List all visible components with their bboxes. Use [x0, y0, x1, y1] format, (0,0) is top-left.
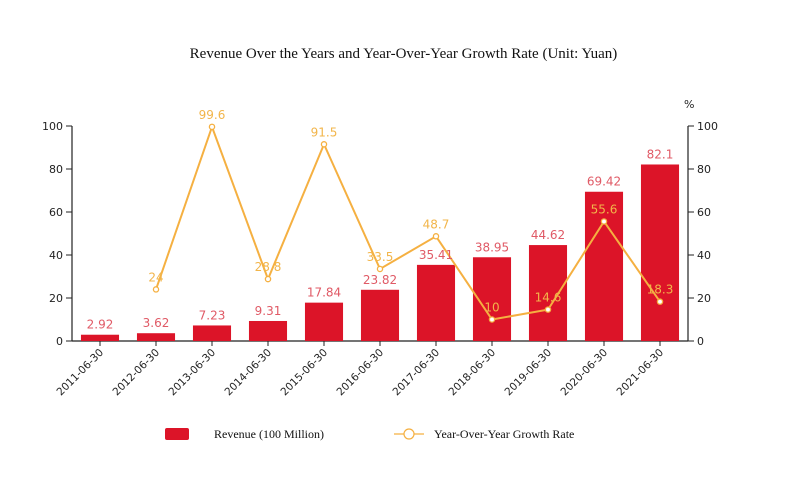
growth-rate-label: 14.6 [535, 291, 562, 305]
revenue-bar-label: 69.42 [587, 175, 621, 189]
data-labels: 2.92 3.62 7.23 9.31 17.84 23.82 35.41 38.95 44.6… [87, 108, 674, 332]
y-left-tick-label: 0 [56, 335, 63, 348]
x-tick-label: 2016-06-30 [334, 347, 386, 399]
x-tick-label: 2017-06-30 [390, 347, 442, 399]
y-right-tick-label: 60 [697, 206, 711, 219]
y-right-tick-label: 80 [697, 163, 711, 176]
legend-revenue-swatch [165, 428, 189, 440]
y-right-tick-label: 20 [697, 292, 711, 305]
revenue-bar-label: 82.1 [647, 147, 674, 161]
legend: Revenue (100 Million) Year-Over-Year Grow… [165, 427, 574, 441]
revenue-bar-label: 2.92 [87, 318, 114, 332]
revenue-bar-label: 38.95 [475, 240, 509, 254]
y-left-tick-label: 80 [49, 163, 63, 176]
growth-rate-label: 55.6 [591, 202, 618, 216]
revenue-bar [584, 191, 624, 341]
x-tick-label: 2019-06-30 [502, 347, 554, 399]
legend-growth-marker [403, 428, 415, 440]
x-tick-label: 2014-06-30 [222, 347, 274, 399]
growth-rate-point [152, 286, 160, 293]
growth-rate-point [264, 275, 272, 283]
legend-revenue-label: Revenue (100 Million) [214, 427, 324, 441]
y-right-tick-label: 40 [697, 249, 711, 262]
legend-growth-label: Year-Over-Year Growth Rate [434, 427, 574, 441]
y-right-unit: % [684, 98, 694, 111]
growth-rate-point [600, 218, 608, 225]
x-tick-label: 2013-06-30 [166, 347, 218, 399]
line-series [152, 123, 664, 323]
revenue-bar [640, 164, 680, 341]
revenue-bar-label: 9.31 [255, 304, 282, 318]
y-right-tick-label: 100 [697, 120, 718, 133]
growth-rate-label: 48.7 [423, 217, 450, 231]
growth-rate-point [320, 141, 328, 148]
revenue-bar [416, 264, 456, 341]
y-left-tick-label: 40 [49, 249, 63, 262]
revenue-bar-label: 17.84 [307, 286, 341, 300]
growth-rate-point [488, 316, 496, 323]
revenue-bar [528, 245, 568, 341]
growth-rate-point [376, 265, 384, 273]
revenue-bar [136, 333, 176, 341]
growth-rate-point [432, 233, 440, 240]
y-left-tick-label: 60 [49, 206, 63, 219]
x-tick-label: 2015-06-30 [278, 347, 330, 399]
y-left-tick-label: 100 [42, 120, 63, 133]
revenue-bar [192, 325, 232, 341]
growth-rate-label: 24 [148, 270, 163, 284]
x-tick-label: 2011-06-30 [54, 347, 106, 399]
growth-rate-label: 28.8 [255, 260, 282, 274]
revenue-bar [248, 320, 288, 341]
chart-title: Revenue Over the Years and Year-Over-Yea… [189, 46, 618, 62]
x-tick-label: 2020-06-30 [558, 347, 610, 399]
growth-rate-label: 18.3 [647, 283, 674, 297]
revenue-bar-label: 35.41 [419, 248, 453, 262]
growth-rate-label: 99.6 [199, 108, 226, 122]
revenue-bar-label: 44.62 [531, 228, 565, 242]
growth-rate-line [155, 123, 661, 321]
growth-rate-point [208, 123, 216, 131]
x-tick-label: 2012-06-30 [110, 347, 162, 399]
revenue-bar-label: 23.82 [363, 273, 397, 287]
growth-rate-label: 33.5 [367, 250, 394, 264]
growth-rate-label: 10 [484, 301, 499, 315]
y-left-tick-label: 20 [49, 292, 63, 305]
growth-rate-point [544, 306, 552, 313]
revenue-bar [360, 289, 400, 341]
revenue-bar-label: 7.23 [199, 308, 226, 322]
revenue-bar-label: 3.62 [143, 316, 170, 330]
growth-rate-point [656, 298, 664, 305]
x-tick-label: 2018-06-30 [446, 347, 498, 399]
growth-rate-label: 91.5 [311, 125, 338, 139]
y-right-tick-label: 0 [697, 335, 704, 348]
x-tick-label: 2021-06-30 [614, 347, 666, 399]
revenue-bar [80, 334, 120, 341]
revenue-bar [304, 302, 344, 341]
